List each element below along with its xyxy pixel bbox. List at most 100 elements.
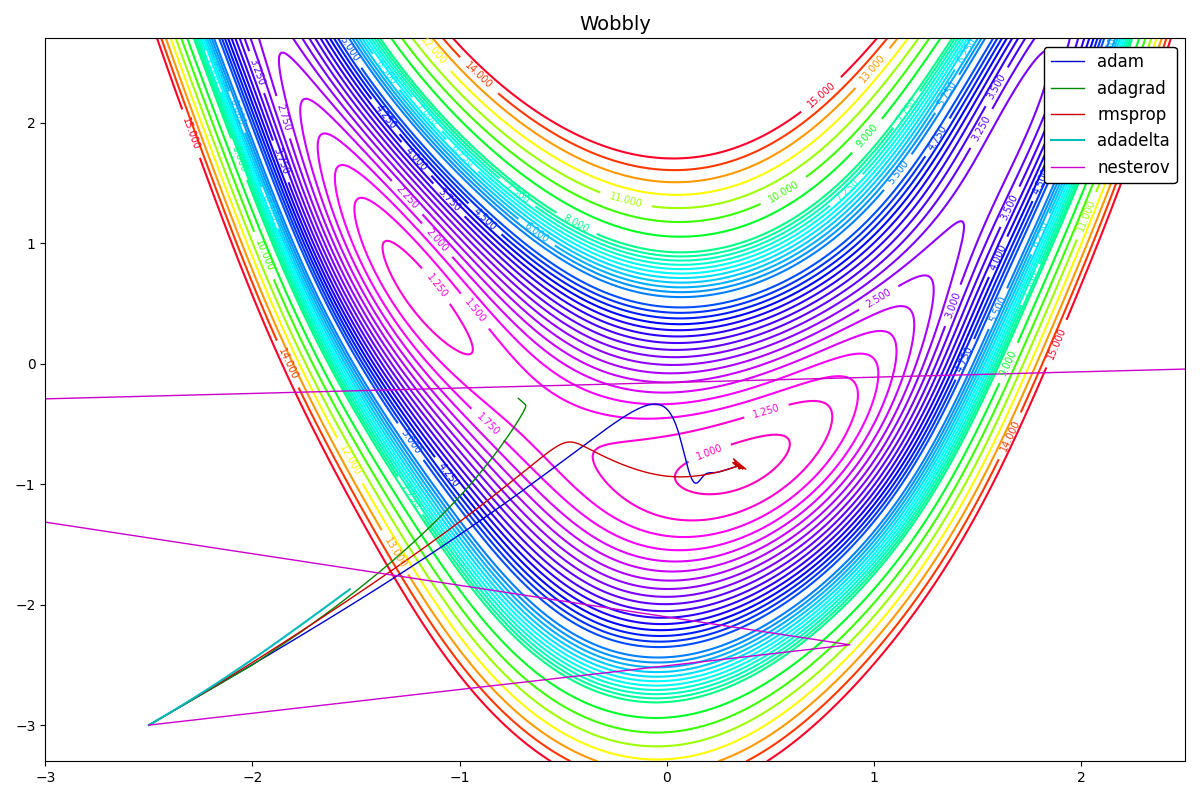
rmsprop (611, 458, 625, 467)
Text: 10.000: 10.000 (253, 238, 275, 273)
Text: 14.000: 14.000 (276, 347, 299, 382)
Text: 7.500: 7.500 (503, 180, 532, 206)
adagrad (514, 396, 528, 406)
Text: 7.250: 7.250 (1073, 142, 1093, 171)
Text: 6.500: 6.500 (260, 194, 280, 222)
Text: 4.750: 4.750 (955, 345, 976, 374)
Line: rmsprop: rmsprop (149, 442, 746, 725)
Text: 8.000: 8.000 (229, 144, 248, 174)
adagrad (518, 400, 533, 410)
Text: 8.000: 8.000 (562, 213, 590, 235)
Text: 4.500: 4.500 (472, 206, 498, 232)
Text: 5.000: 5.000 (337, 35, 360, 63)
rmsprop (581, 444, 595, 454)
Line: adadelta: adadelta (149, 590, 350, 725)
Text: 11.000: 11.000 (608, 192, 643, 210)
Text: 15.000: 15.000 (1045, 326, 1068, 361)
adagrad (518, 400, 533, 410)
Text: 2.250: 2.250 (394, 184, 420, 211)
Text: 4.750: 4.750 (926, 123, 949, 152)
Text: 5.500: 5.500 (988, 294, 1008, 323)
Text: 3.000: 3.000 (943, 290, 962, 320)
Text: 6.250: 6.250 (1031, 219, 1051, 249)
Text: 1.250: 1.250 (751, 402, 781, 419)
rmsprop (736, 464, 750, 474)
Line: adagrad: adagrad (149, 398, 526, 725)
adam (648, 399, 662, 409)
Text: 7.000: 7.000 (204, 56, 223, 86)
Text: 6.750: 6.750 (449, 142, 475, 169)
Text: 11.000: 11.000 (1075, 198, 1098, 234)
adagrad (516, 398, 530, 407)
Text: 6.000: 6.000 (522, 221, 551, 245)
adam (142, 720, 156, 730)
Text: 2.500: 2.500 (864, 286, 893, 310)
Text: 6.000: 6.000 (228, 98, 247, 126)
Text: 15.000: 15.000 (805, 80, 838, 110)
adadelta (240, 658, 254, 668)
adam (730, 462, 744, 471)
Text: 3.750: 3.750 (436, 186, 462, 214)
Text: 2.000: 2.000 (425, 226, 450, 254)
Text: 13.000: 13.000 (858, 53, 888, 85)
Text: 1.250: 1.250 (424, 272, 449, 300)
adagrad (511, 394, 526, 403)
Text: 14.000: 14.000 (463, 61, 494, 91)
adam (727, 462, 742, 472)
Text: 3.250: 3.250 (247, 58, 266, 87)
nesterov (142, 720, 156, 730)
Text: 1.750: 1.750 (474, 411, 502, 438)
Text: 9.000: 9.000 (854, 122, 880, 150)
rmsprop (728, 459, 743, 469)
adam (731, 462, 745, 471)
Text: 6.750: 6.750 (1090, 90, 1109, 119)
Legend: adam, adagrad, rmsprop, adadelta, nesterov: adam, adagrad, rmsprop, adadelta, nester… (1044, 46, 1177, 183)
Text: 7.750: 7.750 (398, 482, 422, 510)
adam (728, 462, 743, 471)
Text: 15.000: 15.000 (180, 116, 202, 151)
rmsprop (734, 462, 749, 472)
adadelta (343, 585, 358, 594)
Text: 14.000: 14.000 (998, 418, 1021, 454)
Text: 9.000: 9.000 (998, 349, 1019, 378)
Title: Wobbly: Wobbly (580, 15, 652, 34)
Text: 5.000: 5.000 (398, 427, 422, 456)
Text: 7.500: 7.500 (1020, 270, 1040, 299)
Text: 3.500: 3.500 (1000, 192, 1020, 222)
Line: adam: adam (149, 404, 738, 725)
Text: 4.000: 4.000 (403, 146, 430, 173)
Line: nesterov: nesterov (0, 0, 1200, 725)
adadelta (331, 593, 346, 602)
Text: 6.500: 6.500 (373, 58, 398, 86)
Text: 4.250: 4.250 (436, 461, 461, 489)
adadelta (310, 609, 324, 618)
Text: 7.000: 7.000 (414, 101, 439, 128)
rmsprop (734, 463, 749, 473)
Text: 1.000: 1.000 (695, 442, 724, 462)
Text: 5.500: 5.500 (886, 158, 911, 186)
adagrad (512, 394, 527, 404)
Text: 3.750: 3.750 (271, 146, 290, 176)
rmsprop (728, 459, 743, 469)
adadelta (292, 622, 306, 631)
Text: 7.250: 7.250 (833, 177, 860, 204)
Text: 3.250: 3.250 (971, 114, 992, 143)
Text: 1.500: 1.500 (462, 297, 487, 325)
Text: 3.500: 3.500 (985, 72, 1008, 102)
Text: 2.750: 2.750 (274, 102, 292, 132)
Text: 12.000: 12.000 (419, 35, 448, 67)
adam (703, 468, 718, 478)
Text: 13.000: 13.000 (1135, 70, 1156, 106)
Text: 6.250: 6.250 (955, 36, 978, 65)
adagrad (142, 720, 156, 730)
Text: 4.250: 4.250 (373, 103, 398, 130)
Text: 10.000: 10.000 (767, 178, 802, 205)
adadelta (142, 720, 156, 730)
adam (707, 468, 721, 478)
Text: 4.000: 4.000 (988, 242, 1008, 271)
adadelta (246, 654, 260, 663)
rmsprop (142, 720, 156, 730)
Text: 5.750: 5.750 (936, 79, 959, 108)
Text: 7.750: 7.750 (895, 95, 919, 124)
adam (724, 464, 738, 474)
